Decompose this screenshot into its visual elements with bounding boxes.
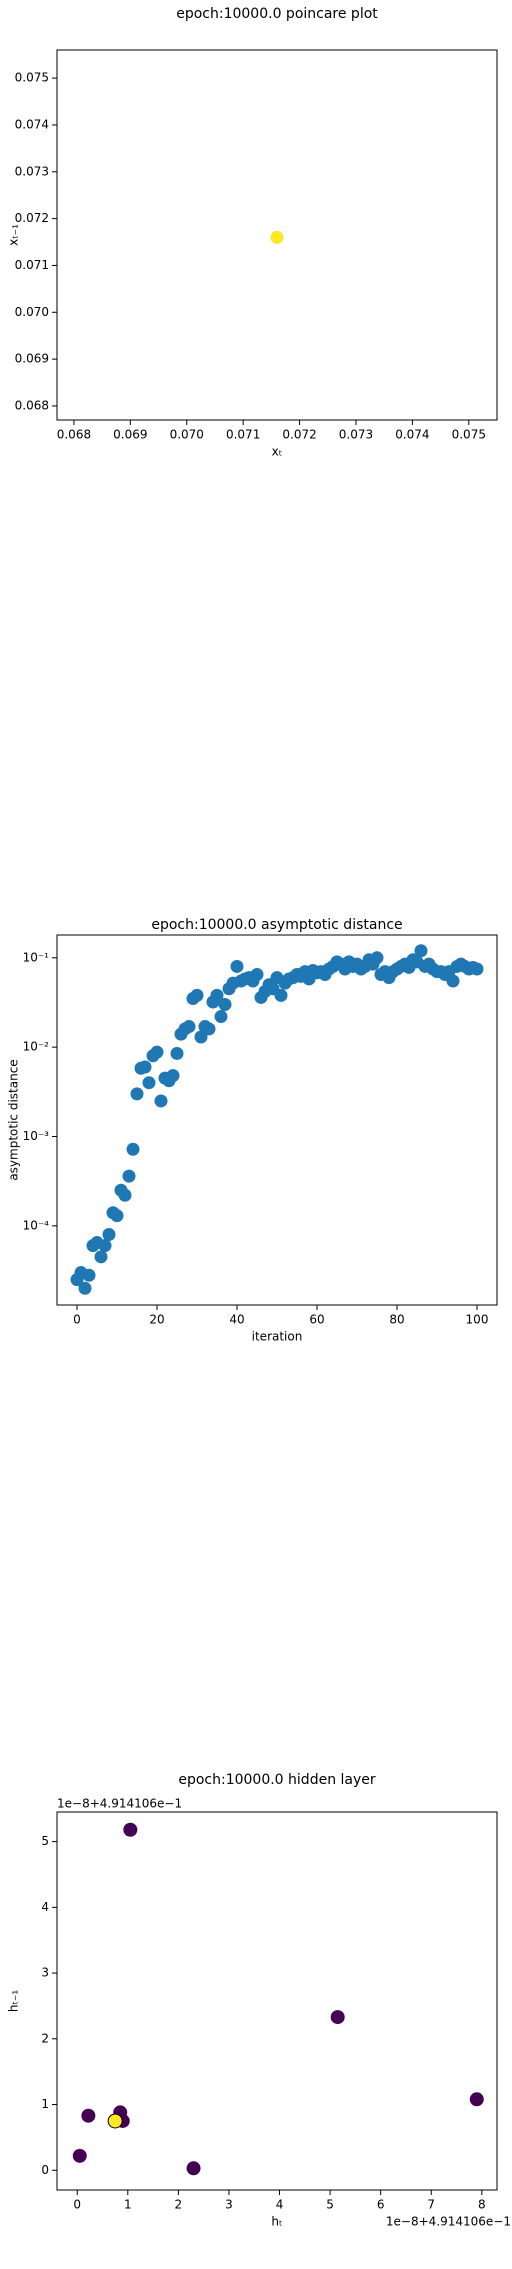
- point: [166, 1069, 180, 1083]
- x-tick-label: 100: [466, 1313, 489, 1327]
- x-axis-label: xₜ: [272, 445, 283, 459]
- x-tick-label: 0: [73, 1313, 81, 1327]
- y-tick-label: 10⁻²: [23, 1040, 50, 1054]
- y-tick-label: 10⁻⁴: [23, 1218, 50, 1232]
- y-tick-label: 2: [41, 2031, 49, 2045]
- point: [230, 959, 244, 973]
- point: [72, 2148, 87, 2163]
- x-tick-label: 4: [276, 2198, 284, 2212]
- point: [142, 1076, 156, 1090]
- y-axis-label: asymptotic distance: [7, 1059, 21, 1180]
- x-axis-label: iteration: [252, 1330, 303, 1344]
- point: [330, 2010, 345, 2025]
- point: [214, 1010, 228, 1024]
- x-tick-label: 8: [478, 2198, 486, 2212]
- plot-frame: [56, 1811, 498, 2191]
- y-tick-label: 0.074: [15, 117, 49, 131]
- x-axis-label: hₜ: [271, 2215, 282, 2229]
- x-tick-label: 60: [309, 1313, 324, 1327]
- x-tick-label: 20: [149, 1313, 164, 1327]
- x-tick-label: 0.075: [452, 428, 486, 442]
- point: [110, 1209, 124, 1223]
- y-tick-label: 0.068: [15, 398, 49, 412]
- y-tick-label: 0.070: [15, 305, 49, 319]
- point: [270, 230, 284, 244]
- point: [186, 2161, 201, 2176]
- point: [190, 988, 204, 1002]
- point: [154, 1094, 168, 1108]
- plot-frame: [56, 934, 498, 1306]
- y-tick-label: 3: [41, 1966, 49, 1980]
- point: [250, 968, 264, 982]
- x-tick-label: 40: [229, 1313, 244, 1327]
- y-tick-label: 0.073: [15, 164, 49, 178]
- x-tick-label: 0.069: [113, 428, 147, 442]
- y-tick-label: 0.071: [15, 258, 49, 272]
- plot-frame: [56, 49, 498, 421]
- x-tick-label: 0.073: [339, 428, 373, 442]
- y-tick-label: 4: [41, 1900, 49, 1914]
- y-tick-label: 0: [41, 2163, 49, 2177]
- x-tick-label: 0.072: [282, 428, 316, 442]
- point: [82, 1268, 96, 1282]
- point: [446, 974, 460, 988]
- point: [170, 1046, 184, 1060]
- chart-title: epoch:10000.0 hidden layer: [178, 1772, 376, 1788]
- x-tick-label: 1: [124, 2198, 132, 2212]
- point: [107, 2113, 123, 2129]
- point: [122, 1169, 136, 1183]
- point: [218, 998, 232, 1012]
- point: [150, 1045, 164, 1059]
- chart-title: epoch:10000.0 asymptotic distance: [151, 917, 402, 933]
- x-tick-label: 6: [377, 2198, 385, 2212]
- y-tick-label: 10⁻¹: [23, 950, 50, 964]
- x-tick-label: 80: [389, 1313, 404, 1327]
- point: [138, 1060, 152, 1074]
- point: [370, 951, 384, 965]
- y-offset-label: 1e−8+4.914106e−1: [57, 1797, 182, 1811]
- x-tick-label: 3: [225, 2198, 233, 2212]
- point: [469, 2092, 484, 2107]
- y-axis-label: xₜ₋₁: [7, 224, 21, 246]
- x-tick-label: 0: [73, 2198, 81, 2212]
- point: [194, 1030, 208, 1044]
- y-tick-label: 0.075: [15, 71, 49, 85]
- chart-title: epoch:10000.0 poincare plot: [176, 6, 378, 22]
- point: [414, 944, 428, 958]
- y-tick-label: 0.072: [15, 211, 49, 225]
- x-tick-label: 2: [175, 2198, 183, 2212]
- point: [274, 988, 288, 1002]
- x-tick-label: 0.074: [395, 428, 429, 442]
- y-tick-label: 10⁻³: [23, 1129, 50, 1143]
- point: [182, 1020, 196, 1034]
- point: [470, 962, 484, 976]
- point: [202, 1022, 216, 1036]
- point: [118, 1188, 132, 1202]
- x-tick-label: 5: [326, 2198, 334, 2212]
- y-tick-label: 0.069: [15, 352, 49, 366]
- x-tick-label: 7: [427, 2198, 435, 2212]
- y-tick-label: 1: [41, 2097, 49, 2111]
- point: [78, 1281, 92, 1295]
- y-axis-label: hₜ₋₁: [7, 1990, 21, 2012]
- x-offset-label: 1e−8+4.914106e−1: [386, 2215, 511, 2229]
- point: [126, 1142, 140, 1156]
- point: [102, 1227, 116, 1241]
- x-tick-label: 0.070: [170, 428, 204, 442]
- point: [210, 988, 224, 1002]
- point: [94, 1250, 108, 1264]
- point: [98, 1239, 112, 1253]
- point: [130, 1087, 144, 1101]
- x-tick-label: 0.071: [226, 428, 260, 442]
- y-tick-label: 5: [41, 1834, 49, 1848]
- x-tick-label: 0.068: [57, 428, 91, 442]
- point: [123, 1822, 138, 1837]
- point: [81, 2108, 96, 2123]
